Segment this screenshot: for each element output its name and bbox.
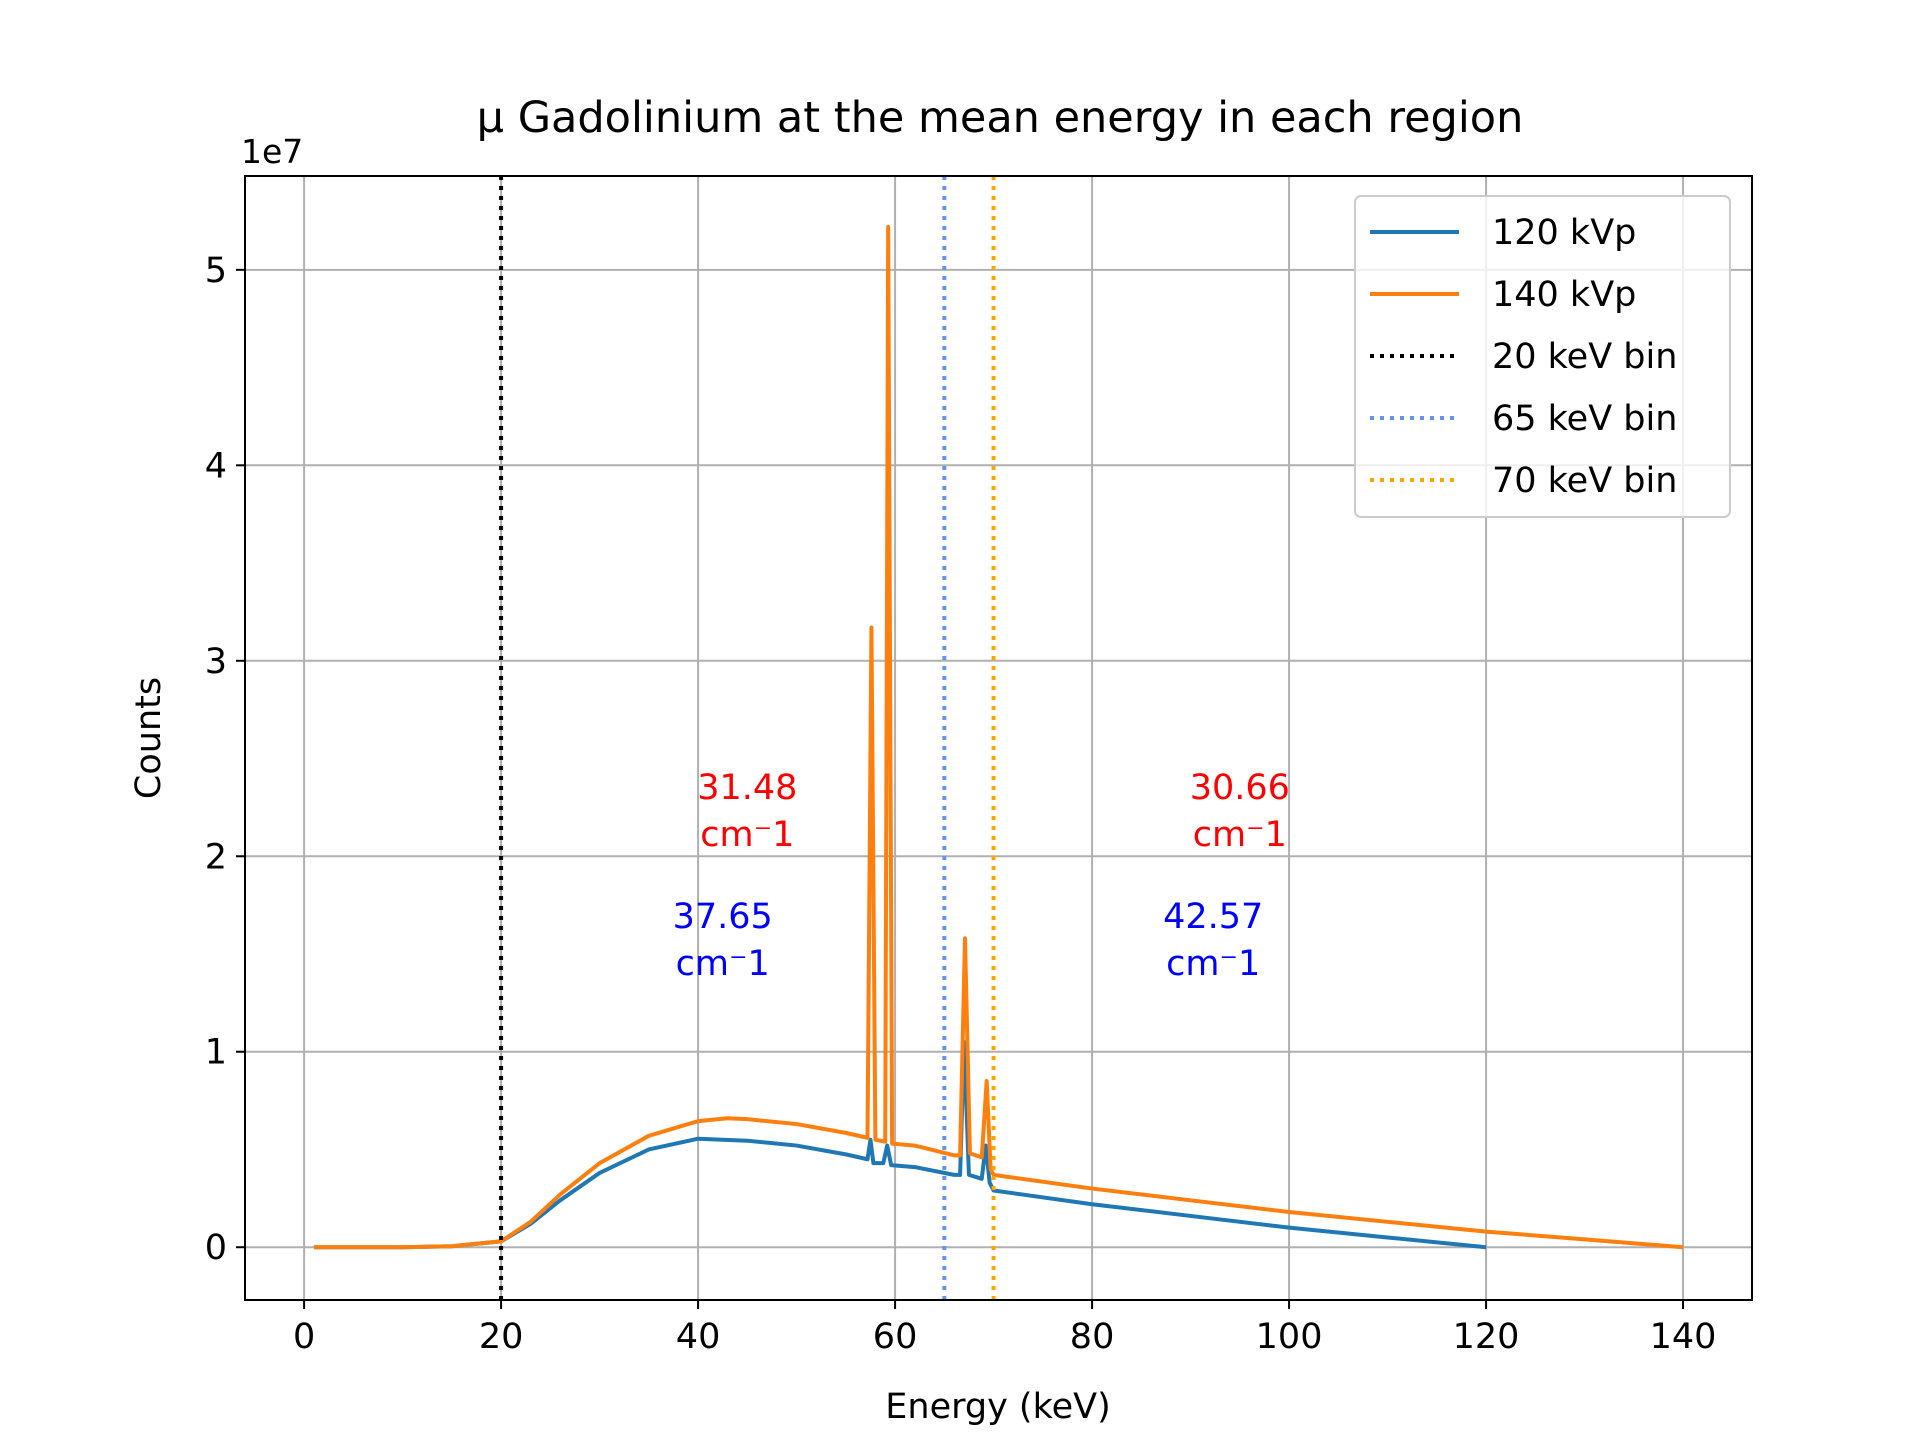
- x-tick-label: 60: [873, 1317, 918, 1357]
- data-line: [313, 224, 1684, 1250]
- y-tick-label: 3: [205, 642, 227, 682]
- x-tick-label: 20: [479, 1317, 524, 1357]
- annotation: cm⁻1: [1193, 815, 1287, 855]
- y-tick-label: 4: [205, 446, 227, 486]
- offset-label: 1e7: [241, 132, 303, 171]
- x-tick-label: 0: [293, 1317, 315, 1357]
- y-tick-label: 2: [205, 837, 227, 877]
- y-tick-label: 5: [205, 251, 227, 291]
- annotation: cm⁻1: [676, 944, 770, 984]
- axes-frame: [244, 175, 1753, 1301]
- x-tick-label: 120: [1453, 1317, 1520, 1357]
- legend-label: 65 keV bin: [1492, 399, 1677, 439]
- x-tick-label: 100: [1256, 1317, 1323, 1357]
- annotation: cm⁻1: [1166, 944, 1260, 984]
- x-axis-label: Energy (keV): [885, 1387, 1110, 1427]
- legend-label: 20 keV bin: [1492, 337, 1677, 377]
- legend-box: [1354, 195, 1731, 518]
- annotation: 37.65: [673, 897, 773, 937]
- legend-label: 120 kVp: [1492, 213, 1636, 253]
- legend-label: 140 kVp: [1492, 275, 1636, 315]
- x-tick-label: 80: [1070, 1317, 1115, 1357]
- annotation: 30.66: [1190, 768, 1290, 808]
- x-tick-label: 140: [1650, 1317, 1717, 1357]
- y-tick-label: 1: [205, 1033, 227, 1073]
- annotation: 31.48: [697, 768, 797, 808]
- annotation: 42.57: [1163, 897, 1263, 937]
- x-tick-label: 40: [676, 1317, 721, 1357]
- annotation: cm⁻1: [700, 815, 794, 855]
- y-axis-label: Counts: [129, 677, 169, 799]
- y-tick-label: 0: [205, 1228, 227, 1268]
- legend-label: 70 keV bin: [1492, 461, 1677, 501]
- chart-title: μ Gadolinium at the mean energy in each …: [477, 93, 1524, 143]
